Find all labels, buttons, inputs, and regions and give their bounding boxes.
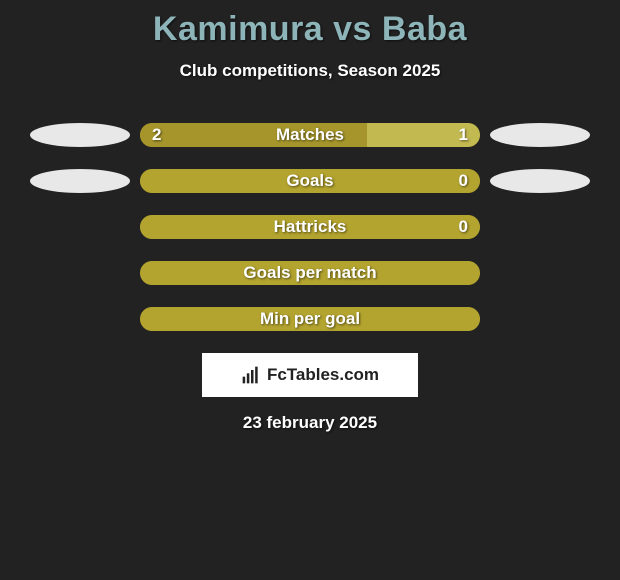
page-title: Kamimura vs Baba <box>0 0 620 49</box>
player-left-oval <box>30 123 130 147</box>
player-right-oval <box>490 123 590 147</box>
stat-bar: Goals per match <box>140 261 480 285</box>
stat-right-value: 0 <box>459 217 468 237</box>
stat-bar: Min per goal <box>140 307 480 331</box>
spacer <box>490 307 590 331</box>
comparison-row: Goals 0 <box>0 169 620 193</box>
stat-right-value: 0 <box>459 171 468 191</box>
spacer <box>30 261 130 285</box>
stat-bar: 2 Matches 1 <box>140 123 480 147</box>
spacer <box>30 215 130 239</box>
comparison-row: Goals per match <box>0 261 620 285</box>
stat-label: Hattricks <box>274 217 347 237</box>
comparison-row: Min per goal <box>0 307 620 331</box>
comparison-row: 2 Matches 1 <box>0 123 620 147</box>
stat-label: Matches <box>276 125 344 145</box>
stat-left-value: 2 <box>152 125 161 145</box>
comparison-row: Hattricks 0 <box>0 215 620 239</box>
comparison-bars: 2 Matches 1 Goals 0 Hattricks 0 Goals per match… <box>0 123 620 331</box>
stat-right-value: 1 <box>459 125 468 145</box>
page-subtitle: Club competitions, Season 2025 <box>0 61 620 81</box>
player-left-oval <box>30 169 130 193</box>
attribution-text: FcTables.com <box>267 365 379 385</box>
attribution-badge: FcTables.com <box>202 353 418 397</box>
stat-label: Goals per match <box>243 263 376 283</box>
player-right-oval <box>490 169 590 193</box>
spacer <box>490 261 590 285</box>
stat-bar: Hattricks 0 <box>140 215 480 239</box>
stat-label: Goals <box>286 171 333 191</box>
stat-bar: Goals 0 <box>140 169 480 193</box>
spacer <box>30 307 130 331</box>
bar-chart-icon <box>241 365 261 385</box>
stat-label: Min per goal <box>260 309 360 329</box>
spacer <box>490 215 590 239</box>
date-text: 23 february 2025 <box>0 413 620 433</box>
